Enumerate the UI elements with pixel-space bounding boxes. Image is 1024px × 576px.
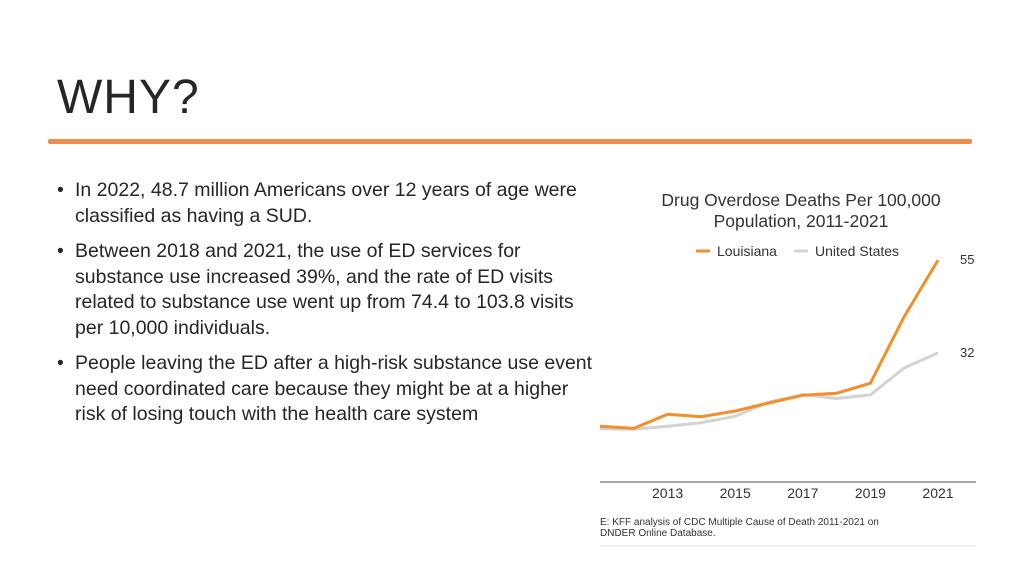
x-tick-label-2017: 2017 — [787, 485, 818, 501]
legend-label-united-states: United States — [815, 243, 899, 259]
x-tick-label-2021: 2021 — [922, 485, 953, 501]
source-line-2: DNDER Online Database. — [600, 528, 716, 539]
series-line-united-states — [599, 351, 939, 431]
x-tick-label-2013: 2013 — [652, 485, 683, 501]
source-line-1: E: KFF analysis of CDC Multiple Cause of… — [600, 517, 879, 528]
bullet-item: • People leaving the ED after a high-risk… — [57, 351, 602, 428]
end-label-louisiana: 55 — [960, 252, 974, 267]
plot-area — [599, 259, 940, 431]
bullet-list: • In 2022, 48.7 million Americans over 12… — [57, 178, 602, 438]
chart-svg: Drug Overdose Deaths Per 100,000 Populat… — [599, 190, 976, 547]
x-tick-label-2015: 2015 — [720, 485, 751, 501]
bullet-text: In 2022, 48.7 million Americans over 12 … — [75, 179, 577, 227]
bullet-item: • Between 2018 and 2021, the use of ED se… — [57, 239, 602, 341]
bullet-dot: • — [57, 179, 64, 201]
series-line-louisiana — [599, 259, 940, 430]
end-label-united-states: 32 — [960, 345, 974, 360]
title-divider — [48, 139, 972, 144]
chart-title-line-1: Drug Overdose Deaths Per 100,000 — [661, 190, 940, 210]
legend-label-louisiana: Louisiana — [717, 243, 777, 259]
bullet-dot: • — [57, 352, 64, 374]
bullet-text: People leaving the ED after a high-risk … — [75, 352, 593, 425]
chart-title-line-2: Population, 2011-2021 — [714, 211, 889, 231]
overdose-chart: Drug Overdose Deaths Per 100,000 Populat… — [598, 180, 978, 550]
x-tick-label-2019: 2019 — [855, 485, 886, 501]
bullet-dot: • — [57, 240, 64, 262]
bullet-text: Between 2018 and 2021, the use of ED ser… — [75, 240, 574, 339]
x-axis-ticks: 2013 2015 2017 2019 2021 — [652, 485, 954, 501]
bullet-item: • In 2022, 48.7 million Americans over 12… — [57, 178, 602, 229]
slide-title: WHY? — [57, 71, 200, 124]
